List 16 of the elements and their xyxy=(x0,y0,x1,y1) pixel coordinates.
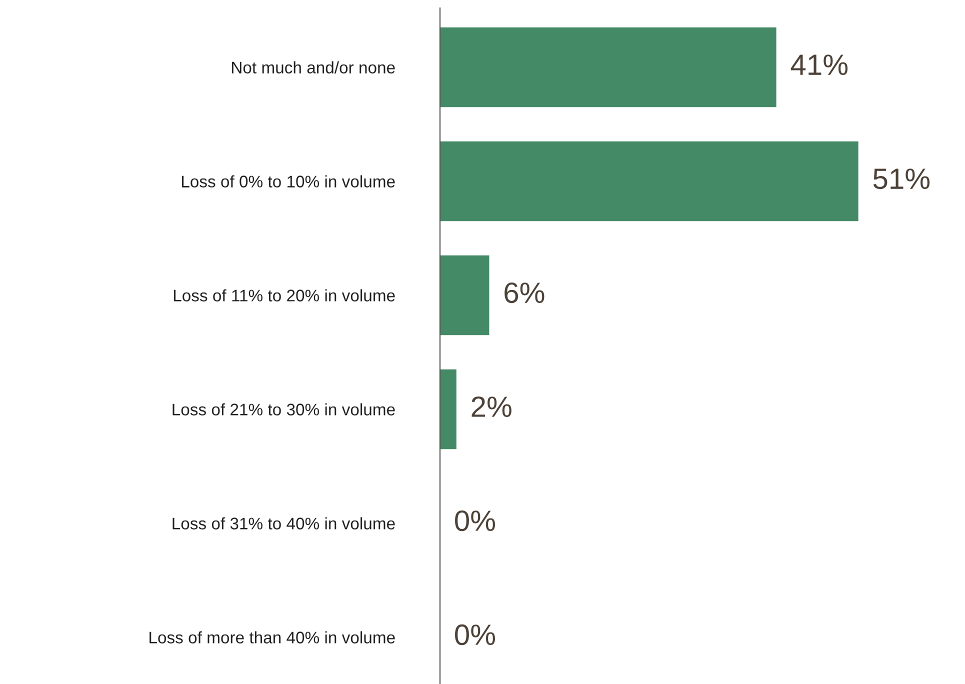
y-tick-label: Loss of 0% to 10% in volume xyxy=(182,175,395,188)
y-tick-label: Loss of 31% to 40% in volume xyxy=(172,517,395,530)
y-tick-label: Loss of 21% to 30% in volume xyxy=(172,403,395,416)
y-tick-label: Loss of 11% to 20% in volume xyxy=(174,289,395,302)
data-label: 2% xyxy=(472,396,512,417)
data-label: 51% xyxy=(873,168,930,190)
bar xyxy=(440,141,858,222)
data-label: 41% xyxy=(790,54,848,75)
data-label: 0% xyxy=(455,510,496,532)
bar xyxy=(440,255,490,336)
y-tick-label: Loss of more than 40% in volume xyxy=(150,631,395,644)
y-tick-label: Not much and/or none xyxy=(232,61,395,74)
data-label: 6% xyxy=(504,282,544,304)
bar xyxy=(440,27,776,108)
data-label: 0% xyxy=(455,624,496,646)
bar xyxy=(440,369,456,450)
